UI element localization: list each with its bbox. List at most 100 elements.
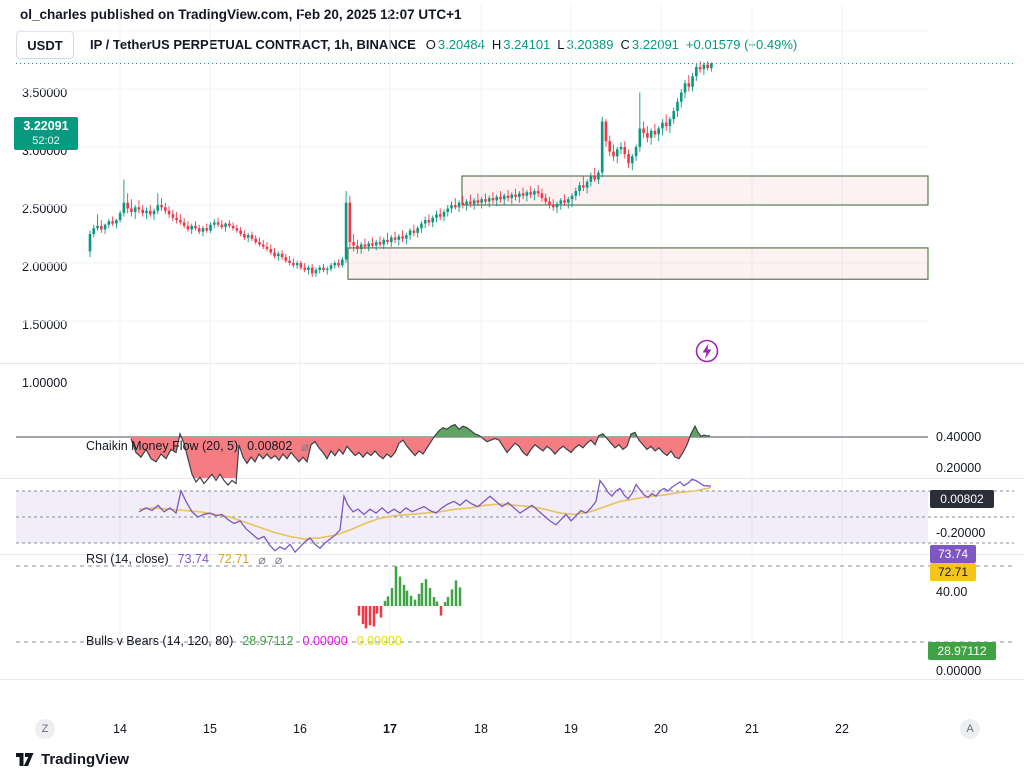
candle-body: [510, 194, 514, 199]
time-axis-label[interactable]: 17: [383, 722, 397, 736]
cmf-title-row[interactable]: Chaikin Money Flow (20, 5) 0.00802 ⌀: [86, 438, 309, 454]
time-axis-badge-a[interactable]: A: [960, 719, 980, 739]
bvb-bar: [454, 580, 458, 606]
candle-body: [295, 263, 299, 266]
bvb-bar: [420, 582, 424, 606]
bvb-bar: [357, 606, 361, 616]
bvb-axis-label: 0.00000: [936, 664, 982, 678]
hide-indicator-icon[interactable]: ⌀: [301, 439, 309, 454]
candle-body: [698, 66, 702, 70]
flash-idea-icon[interactable]: [695, 339, 719, 363]
candle-body: [597, 172, 600, 180]
bvb-bar: [364, 606, 368, 629]
candle-body: [649, 130, 653, 138]
candle-body: [99, 225, 103, 230]
symbol-title[interactable]: IP / TetherUS PERPETUAL CONTRACT, 1h, BI…: [90, 37, 416, 52]
time-axis-label[interactable]: 22: [835, 722, 849, 736]
rsi-title-row[interactable]: RSI (14, close) 73.74 72.71 ⌀ ⌀: [86, 551, 282, 567]
candle-body: [480, 199, 483, 203]
quote-currency-badge[interactable]: USDT: [16, 31, 74, 59]
candle-body: [367, 243, 370, 247]
candle-body: [258, 242, 261, 245]
candle-body: [329, 265, 333, 269]
tradingview-logo-text: TradingView: [41, 751, 130, 768]
time-axis-label[interactable]: 21: [745, 722, 759, 736]
candle-body: [578, 185, 581, 192]
supply-zone[interactable]: [347, 247, 929, 280]
candle-body: [284, 257, 288, 261]
indicator-name: Bulls v Bears (14, 120, 80): [86, 634, 234, 648]
tradingview-logo[interactable]: TradingView: [16, 751, 129, 768]
candle-body: [359, 244, 363, 250]
time-axis-label[interactable]: 16: [293, 722, 307, 736]
last-price-value: 3.22091: [23, 119, 69, 133]
candle-body: [570, 195, 574, 200]
time-axis-label[interactable]: 18: [474, 722, 488, 736]
candle-body: [604, 121, 608, 142]
candle-body: [687, 83, 691, 87]
candle-body: [548, 201, 551, 205]
chart-canvas[interactable]: [0, 0, 1024, 717]
ohlc-key: O: [425, 37, 436, 52]
candle-body: [92, 228, 96, 234]
candle-body: [122, 202, 126, 214]
candle-body: [137, 207, 141, 210]
candle-body: [706, 64, 709, 69]
bvb-bar: [409, 595, 413, 606]
candle-body: [156, 205, 160, 211]
time-axis-label[interactable]: 15: [203, 722, 217, 736]
candle-body: [292, 263, 295, 266]
candle-body: [521, 193, 525, 196]
bvb-title-row[interactable]: Bulls v Bears (14, 120, 80) 28.97112 0.000…: [86, 633, 402, 649]
bvb-bar: [390, 588, 394, 606]
candle-body: [454, 205, 457, 208]
candle-body: [405, 235, 408, 239]
candle-body: [661, 122, 664, 129]
supply-zone[interactable]: [461, 175, 929, 206]
bvb-bar: [435, 601, 439, 606]
candle-body: [469, 201, 472, 204]
bvb-bar: [394, 566, 398, 606]
candle-body: [585, 181, 589, 188]
bvb-bar: [458, 587, 462, 606]
time-axis-label[interactable]: 19: [564, 722, 578, 736]
candle-body: [446, 208, 450, 212]
candle-body: [322, 267, 325, 270]
candle-body: [371, 243, 374, 246]
candle-body: [638, 128, 642, 147]
cmf-line: [130, 423, 711, 486]
rsi-line: [138, 478, 712, 554]
time-axis-label[interactable]: 14: [113, 722, 127, 736]
candle-body: [107, 221, 111, 225]
bvb-bar: [439, 606, 443, 616]
candle-body: [160, 205, 163, 208]
candle-body: [194, 225, 197, 229]
candle-body: [341, 259, 344, 266]
ohlc-values: O 3.20484 H 3.24101 L 3.20389 C 3.22091 +0.01579…: [426, 37, 804, 52]
bvb-bar: [446, 597, 450, 606]
candle-body: [307, 267, 310, 270]
bvb-bar: [368, 606, 372, 626]
candle-body: [619, 147, 623, 150]
candle-body: [438, 214, 442, 217]
hide-indicator-icon[interactable]: ⌀: [274, 552, 283, 567]
candle-body: [472, 200, 476, 204]
candle-body: [115, 220, 118, 224]
ohlc-value: 3.24101: [503, 37, 551, 52]
hide-indicator-icon[interactable]: ⌀: [258, 552, 266, 567]
time-axis-label[interactable]: 20: [654, 722, 668, 736]
candle-body: [397, 236, 401, 240]
time-axis-badge-z[interactable]: Z: [35, 719, 55, 739]
candle-body: [476, 200, 480, 203]
candle-body: [465, 201, 468, 205]
candle-body: [506, 195, 510, 199]
cmf-area-negative: [131, 437, 710, 478]
candle-body: [668, 119, 672, 127]
candle-body: [333, 263, 337, 266]
candle-body: [695, 66, 698, 77]
candle-body: [303, 267, 306, 270]
candle-body: [495, 196, 499, 201]
candle-body: [589, 176, 593, 182]
tradingview-logo-icon: [16, 752, 34, 766]
ohlc-value: 3.20484: [437, 37, 485, 52]
